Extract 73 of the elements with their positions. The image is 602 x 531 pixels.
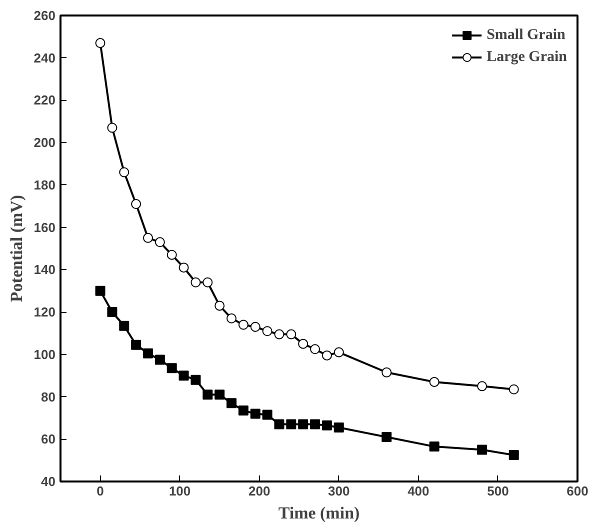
point (238, 320, 248, 330)
point (214, 300, 225, 311)
point (202, 277, 213, 288)
x-tick-label: 500 (487, 484, 509, 498)
point (119, 167, 130, 178)
point (250, 322, 260, 332)
y-tick-label: 140 (34, 262, 56, 278)
point (477, 381, 488, 392)
point (95, 38, 106, 48)
y-axis-title: Potential (mV) (6, 194, 26, 302)
point (142, 232, 153, 243)
point (166, 250, 177, 260)
point (226, 398, 237, 408)
x-tick-label: 600 (566, 484, 588, 498)
point (274, 419, 284, 430)
point (214, 390, 225, 400)
point (262, 410, 272, 420)
point (382, 432, 392, 442)
y-tick-label: 240 (34, 50, 56, 66)
point (262, 326, 272, 336)
y-tick-label: 260 (34, 8, 56, 23)
y-tick-label: 120 (34, 304, 56, 320)
y-tick-label: 40 (41, 474, 56, 489)
point (382, 367, 392, 378)
point (429, 442, 440, 452)
point (131, 340, 142, 350)
point (154, 237, 165, 248)
point (119, 320, 130, 331)
point (238, 406, 248, 416)
point (107, 307, 118, 318)
point (298, 338, 308, 349)
point (226, 313, 237, 324)
point (107, 122, 118, 133)
point (310, 344, 320, 354)
y-tick-label: 220 (34, 92, 56, 108)
point (477, 444, 488, 455)
point (322, 420, 332, 430)
y-tick-label: 100 (34, 346, 56, 362)
point (202, 390, 213, 400)
x-tick-label: 100 (168, 484, 191, 498)
point (190, 277, 201, 288)
point (286, 329, 296, 340)
point (286, 419, 296, 430)
point (142, 348, 153, 358)
point (322, 350, 332, 360)
point (508, 384, 519, 394)
x-tick-label: 300 (328, 484, 350, 498)
point (508, 450, 519, 460)
point (274, 329, 284, 340)
point (178, 370, 189, 381)
point (429, 376, 440, 387)
point (190, 374, 201, 385)
point (250, 408, 260, 419)
y-tick-label: 60 (41, 432, 56, 447)
legend-label: Large Grain (486, 48, 567, 66)
point (131, 199, 142, 210)
point (310, 419, 320, 430)
x-tick-label: 200 (248, 484, 270, 498)
y-tick-label: 200 (34, 135, 56, 150)
point (95, 286, 106, 296)
point (298, 419, 308, 430)
point (334, 347, 344, 358)
point (154, 354, 165, 365)
x-tick-label: 0 (96, 484, 104, 498)
point (334, 422, 344, 432)
y-tick-label: 160 (34, 220, 56, 235)
x-axis-title: Time (min) (278, 504, 360, 522)
y-tick-label: 80 (41, 389, 56, 404)
point (178, 262, 189, 273)
y-tick-label: 180 (34, 177, 56, 192)
legend-label: Small Grain (486, 26, 566, 44)
point (166, 363, 177, 374)
x-tick-label: 400 (408, 484, 430, 498)
